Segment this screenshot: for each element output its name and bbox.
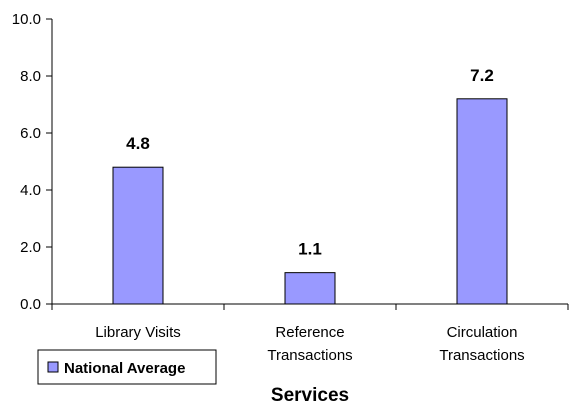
- x-axis-title: Services: [271, 385, 349, 405]
- legend-swatch: [47, 361, 59, 373]
- y-tick-label: 8.0: [20, 68, 41, 85]
- x-category-label: Circulation: [447, 324, 518, 341]
- y-tick-label: 10.0: [12, 11, 41, 28]
- data-label: 7.2: [470, 66, 494, 85]
- bar: [456, 98, 508, 305]
- data-label: 4.8: [126, 134, 150, 153]
- x-category-label: Transactions: [439, 347, 524, 364]
- legend-box: [37, 349, 217, 385]
- y-tick-label: 4.0: [20, 182, 41, 199]
- y-axis: 0.0 2.0 4.0 6.0 8.0 10.0: [12, 11, 53, 313]
- y-tick-label: 6.0: [20, 125, 41, 142]
- bar: [284, 272, 336, 305]
- data-label: 1.1: [298, 240, 322, 259]
- x-axis: Library Visits Reference Transactions Circu…: [52, 303, 569, 364]
- legend: National Average: [37, 349, 217, 385]
- x-category-label: Library Visits: [95, 324, 181, 341]
- y-tick-label: 0.0: [20, 296, 41, 313]
- data-labels: 4.8 1.1 7.2: [126, 66, 494, 259]
- y-tick-label: 2.0: [20, 239, 41, 256]
- legend-label: National Average: [64, 360, 185, 377]
- bars: [112, 98, 508, 305]
- bar: [112, 166, 164, 305]
- x-category-label: Transactions: [267, 347, 352, 364]
- x-category-label: Reference: [275, 324, 344, 341]
